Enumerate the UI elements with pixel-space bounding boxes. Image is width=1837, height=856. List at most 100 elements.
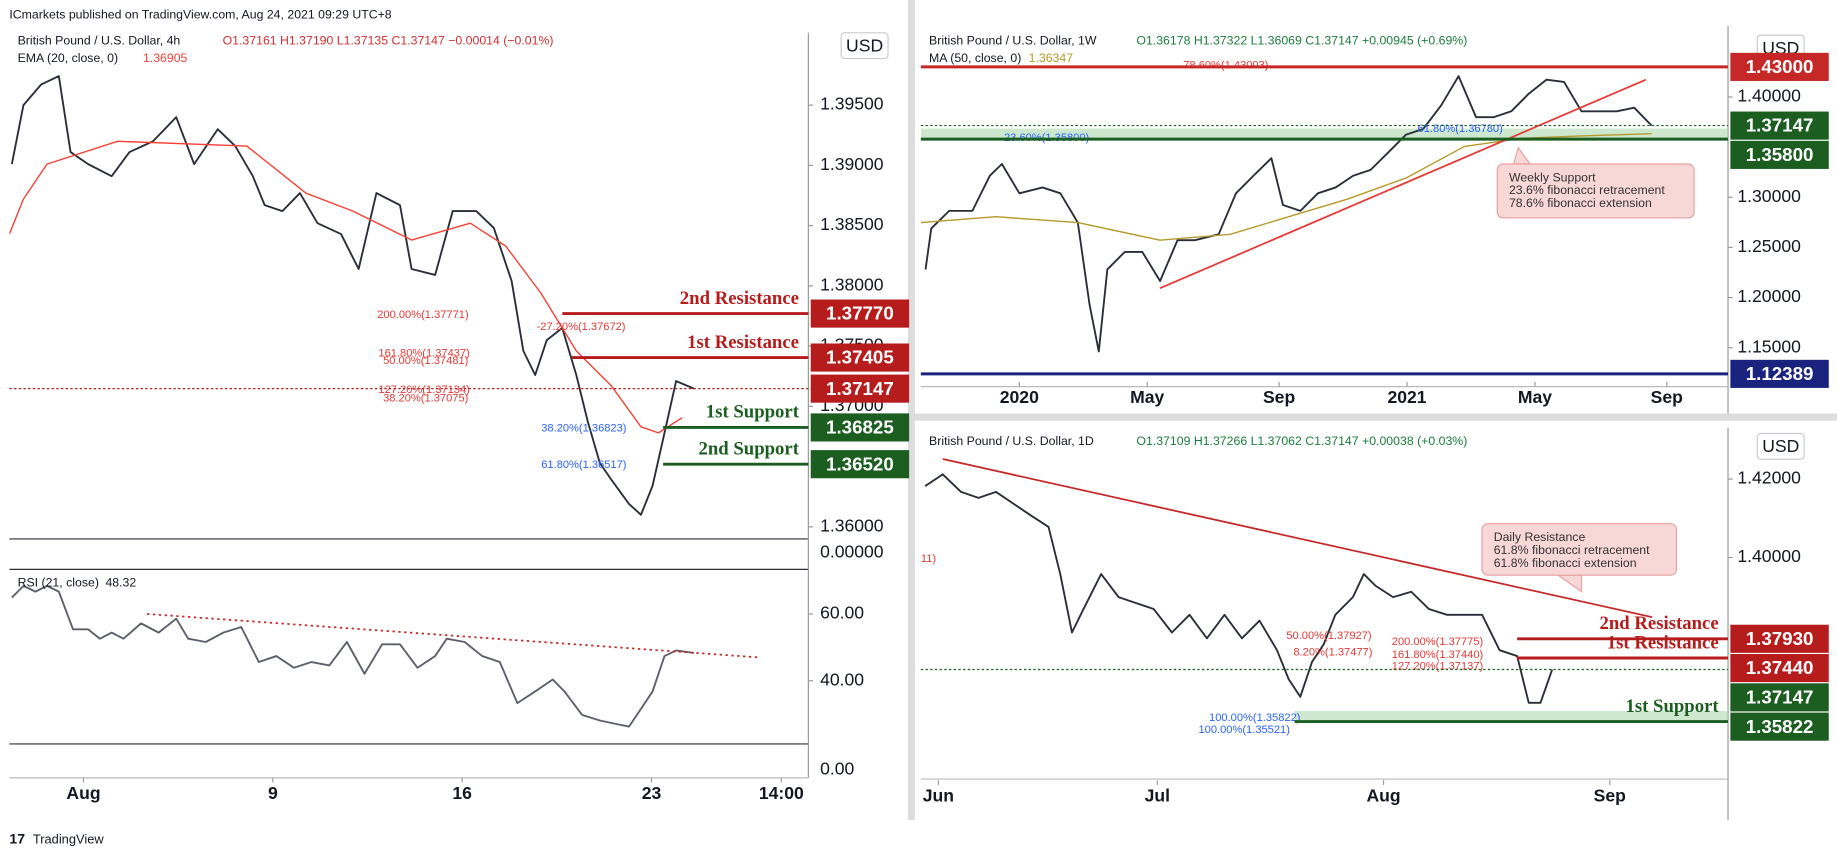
price-tag xyxy=(810,413,910,442)
fib-annotation: 50.00%(1.37927) xyxy=(1286,630,1372,642)
logo-mark: 17 xyxy=(9,831,25,847)
ohlc-values: O1.37161 H1.37190 L1.37135 C1.37147 −0.0… xyxy=(223,33,554,47)
callout-box xyxy=(1481,523,1678,576)
y-tick-label: 1.15000 xyxy=(1737,336,1801,356)
price-tag xyxy=(1730,111,1829,140)
trendline xyxy=(147,613,759,659)
indicator-name: MA (50, close, 0) xyxy=(929,51,1021,65)
price-tag xyxy=(1730,52,1829,81)
chart-0: British Pound / U.S. Dollar, 4h O1.37161 … xyxy=(9,32,910,803)
x-tick-label: 23 xyxy=(642,783,662,803)
chart-title: British Pound / U.S. Dollar, 1D xyxy=(929,434,1094,448)
x-tick-label: May xyxy=(1518,387,1552,407)
fib-annotation: 61.80%(1.36780) xyxy=(1418,123,1504,135)
y-tick-label: 1.39500 xyxy=(820,94,884,114)
fib-annotation: 161.80%(1.37437) xyxy=(378,348,470,360)
price-tag-label: 1.37770 xyxy=(826,303,894,324)
level-name: 1st Resistance xyxy=(1607,632,1719,653)
price-line xyxy=(10,75,695,516)
price-tag xyxy=(1730,654,1829,683)
indicator-value: 1.36347 xyxy=(1029,51,1074,65)
ohlc-values: O1.37109 H1.37266 L1.37062 C1.37147 +0.0… xyxy=(1136,434,1467,448)
x-tick-label: Sep xyxy=(1263,387,1295,407)
y-tick-label: 1.38500 xyxy=(820,214,884,234)
callout-box xyxy=(1496,163,1695,219)
plot-area xyxy=(924,458,1729,722)
y-tick-label: 40.00 xyxy=(820,669,864,689)
price-tag xyxy=(1730,624,1829,653)
price-tag xyxy=(1730,359,1829,388)
x-tick-label: Aug xyxy=(66,783,100,803)
currency-label: USD xyxy=(1762,436,1799,456)
x-tick-label: 14:00 xyxy=(759,783,804,803)
fib-annotation: 8.20%(1.37477) xyxy=(1293,646,1372,658)
price-tag xyxy=(810,450,910,479)
fib-annotation: 161.80%(1.37440) xyxy=(1392,649,1484,661)
x-tick-label: May xyxy=(1130,387,1164,407)
trendline xyxy=(942,458,1653,619)
y-tick-label: 1.36000 xyxy=(820,515,884,535)
fib-annotation: 127.20%(1.37137) xyxy=(1392,661,1484,673)
fib-annotation: 11) xyxy=(921,553,937,565)
callout-text: 78.6% fibonacci extension xyxy=(1509,196,1652,210)
price-line xyxy=(924,473,1554,704)
callout-text: 23.6% fibonacci retracement xyxy=(1509,183,1665,197)
callout-text: 61.8% fibonacci extension xyxy=(1494,556,1637,570)
fib-annotation: 38.20%(1.36823) xyxy=(541,423,627,435)
y-tick-label: 1.42000 xyxy=(1737,468,1801,488)
x-tick-label: Aug xyxy=(1366,785,1400,805)
x-tick-label: 2020 xyxy=(1000,387,1039,407)
price-tag xyxy=(1730,683,1829,712)
plot-area xyxy=(9,75,695,516)
chart-1: RSI (21, close) 48.32 0.00 60.00 40.00 xyxy=(11,576,864,778)
price-tag-label: 1.37930 xyxy=(1746,628,1814,649)
price-tag xyxy=(810,299,910,328)
plot-area xyxy=(11,584,759,728)
publish-header: ICmarkets published on TradingView.com, … xyxy=(9,7,391,21)
price-line xyxy=(924,75,1653,353)
chart-title: British Pound / U.S. Dollar, 4h xyxy=(18,33,181,47)
panel-frames xyxy=(9,0,1837,821)
price-tag-label: 1.36520 xyxy=(826,453,894,474)
chart-title: RSI (21, close) xyxy=(18,576,99,590)
indicator-value: 48.32 xyxy=(105,576,136,590)
price-tag-label: 1.12389 xyxy=(1746,363,1814,384)
price-tag-label: 1.36825 xyxy=(826,417,894,438)
price-tag-label: 1.37147 xyxy=(1746,686,1814,707)
level-name: 2nd Resistance xyxy=(680,288,799,309)
callout-text: 61.8% fibonacci retracement xyxy=(1494,543,1650,557)
indicator-name: EMA (20, close, 0) xyxy=(18,51,118,65)
y-tick-label: 1.25000 xyxy=(1737,236,1801,256)
callout-text: Daily Resistance xyxy=(1494,530,1586,544)
callout-text: Weekly Support xyxy=(1509,170,1596,184)
price-tag-label: 1.35800 xyxy=(1746,144,1814,165)
x-tick-label: 9 xyxy=(268,783,278,803)
currency-button xyxy=(1756,432,1805,460)
chart-title: British Pound / U.S. Dollar, 1W xyxy=(929,33,1097,47)
fib-annotation: -27.20%(1.37672) xyxy=(537,321,626,333)
price-tag-label: 1.37147 xyxy=(826,378,894,399)
footer: 17 TradingView xyxy=(9,831,104,847)
x-tick-label: 2021 xyxy=(1387,387,1426,407)
indicator-line xyxy=(9,140,683,434)
price-tag-label: 1.37405 xyxy=(826,347,894,368)
x-tick-label: Jun xyxy=(923,785,954,805)
support-zone xyxy=(920,128,1729,140)
level-name: 1st Resistance xyxy=(687,332,799,353)
price-tag xyxy=(1730,140,1829,169)
indicator-value: 1.36905 xyxy=(143,51,188,65)
fib-annotation: 200.00%(1.37771) xyxy=(377,309,469,321)
footer-brand: TradingView xyxy=(33,831,105,846)
level-name: 2nd Support xyxy=(699,438,800,459)
price-tag-label: 1.37147 xyxy=(1746,115,1814,136)
x-tick-label: Sep xyxy=(1594,785,1626,805)
trendline xyxy=(1159,78,1647,290)
level-name: 2nd Resistance xyxy=(1599,613,1718,634)
y-tick-label: 1.38000 xyxy=(820,274,884,294)
y-tick-label: 1.20000 xyxy=(1737,286,1801,306)
y-tick-label: 1.30000 xyxy=(1737,186,1801,206)
level-name: 1st Support xyxy=(1625,696,1719,717)
x-tick-label: 16 xyxy=(452,783,472,803)
support-zone xyxy=(1294,710,1729,722)
